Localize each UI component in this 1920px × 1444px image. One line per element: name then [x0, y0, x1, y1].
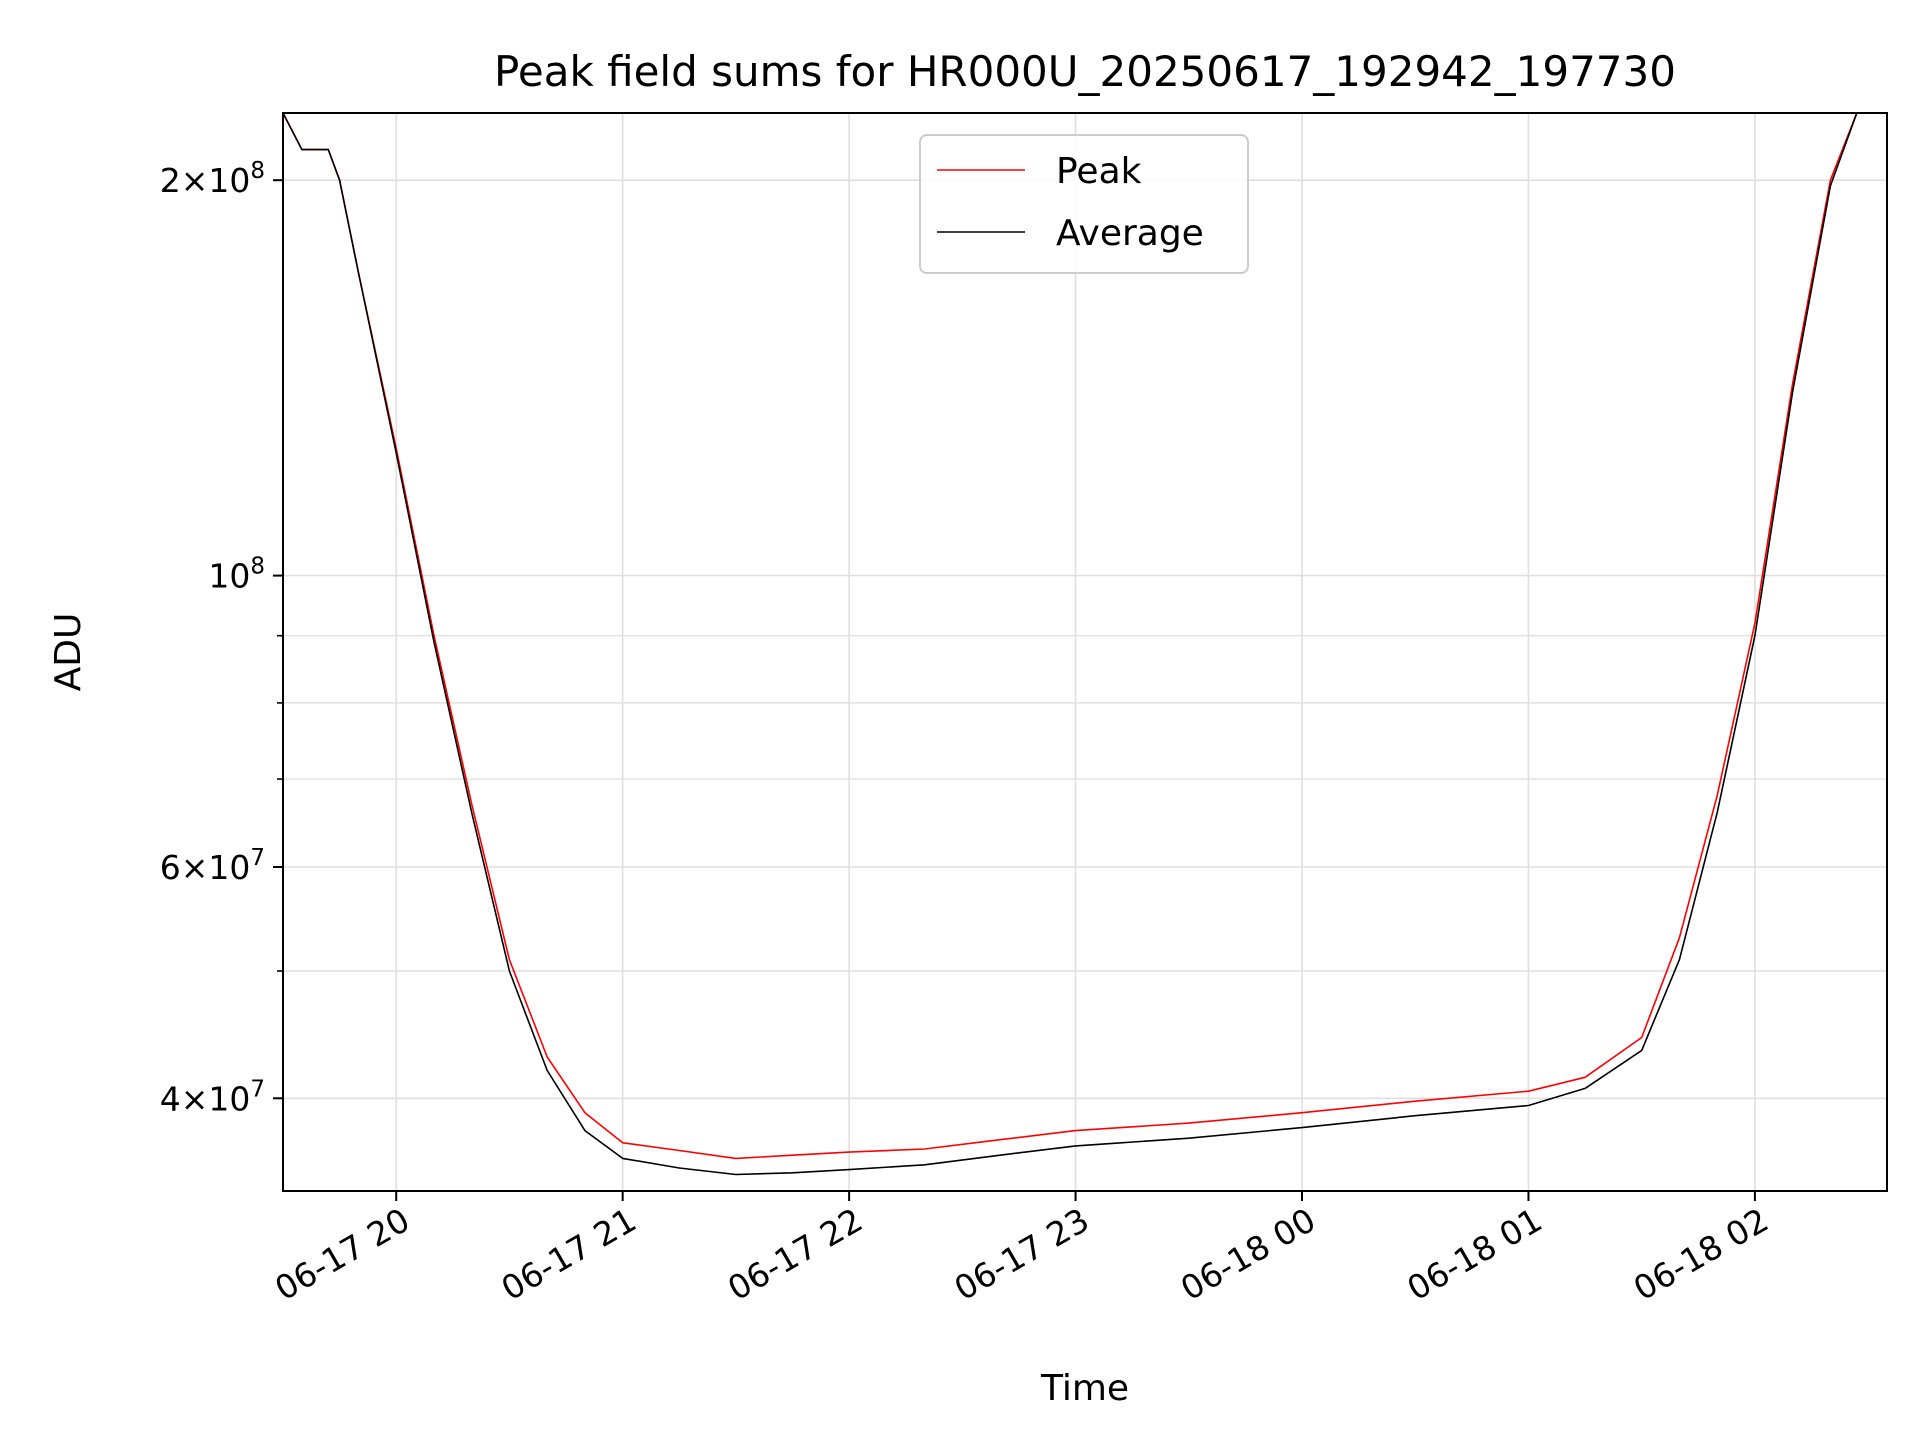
- y-tick-label-exponent: 7: [250, 1076, 265, 1102]
- legend: Peak Average: [919, 134, 1249, 274]
- y-tick-label-exponent: 7: [250, 845, 265, 871]
- series-line-peak: [283, 113, 1858, 1160]
- y-tick-label-mantissa: 10: [208, 557, 250, 596]
- x-axis-label: Time: [1040, 1368, 1129, 1409]
- y-tick-label: 6×107: [160, 845, 265, 887]
- plot-frame: [282, 112, 1888, 1192]
- y-tick-label: 2×108: [160, 158, 265, 200]
- y-tick-label: 4×107: [160, 1076, 265, 1118]
- y-tick-label-exponent: 8: [250, 554, 265, 580]
- grid: [283, 113, 1887, 1191]
- y-tick-label-mantissa: 4×10: [160, 1079, 251, 1118]
- y-axis-label: ADU: [48, 613, 89, 692]
- y-tick-label-mantissa: 2×10: [160, 161, 251, 200]
- y-tick-label: 108: [208, 554, 265, 596]
- series-layer: [283, 113, 1858, 1176]
- series-line-average: [283, 113, 1858, 1176]
- chart-title: Peak field sums for HR000U_20250617_1929…: [494, 47, 1676, 96]
- y-tick-label-mantissa: 6×10: [160, 848, 251, 887]
- y-tick-label-exponent: 8: [250, 158, 265, 184]
- legend-label-average: Average: [1056, 213, 1204, 254]
- legend-label-peak: Peak: [1056, 151, 1142, 192]
